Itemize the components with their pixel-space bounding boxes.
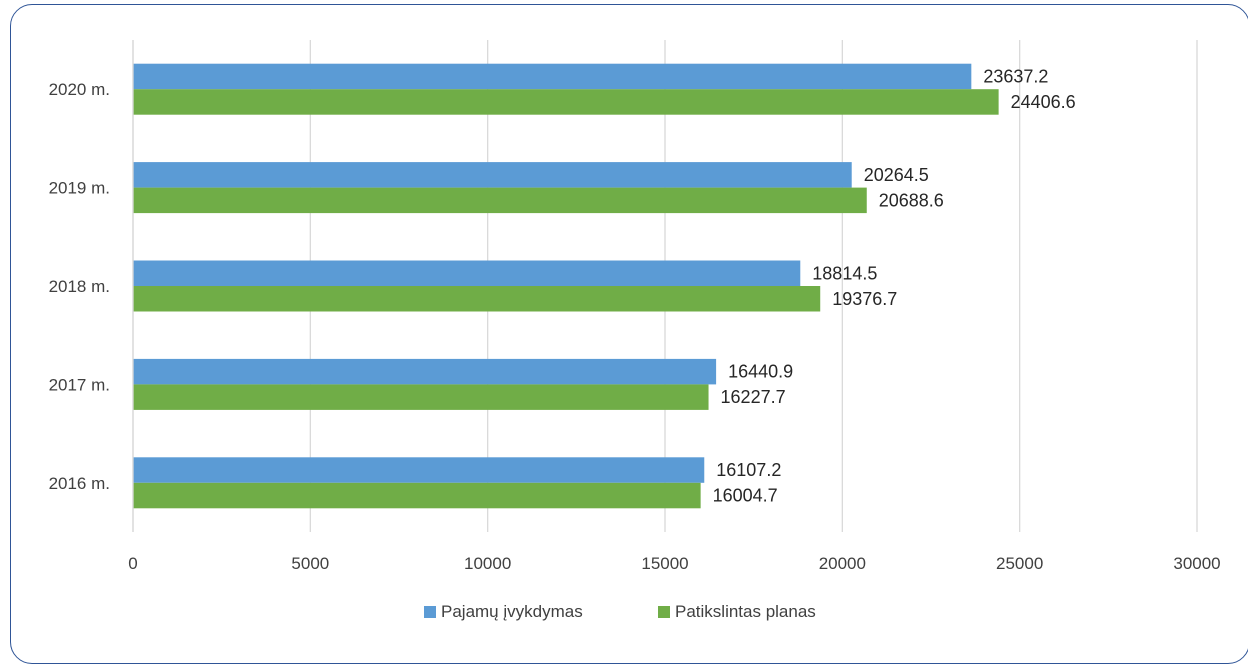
x-axis: 0 5000 10000 15000 20000 25000 30000 [128,554,1220,573]
data-label: 20264.5 [864,165,929,185]
y-tick-label: 2020 m. [49,80,110,99]
legend-swatch [424,606,436,618]
data-label: 16004.7 [713,486,778,506]
x-tick-label: 20000 [819,554,866,573]
legend-swatch [658,606,670,618]
legend-label: Patikslintas planas [675,602,816,621]
x-tick-label: 15000 [641,554,688,573]
bar [133,63,972,90]
x-tick-label: 0 [128,554,137,573]
data-label: 16107.2 [716,460,781,480]
data-label: 23637.2 [983,66,1048,86]
data-label: 19376.7 [832,289,897,309]
bars [133,63,999,509]
y-tick-label: 2016 m. [49,474,110,493]
data-labels: 16107.2 16004.7 16440.9 16227.7 18814.5 19376… [713,66,1076,505]
bar [133,384,709,410]
legend-label: Pajamų įvykdymas [441,602,583,621]
y-tick-label: 2018 m. [49,277,110,296]
bar [133,482,701,509]
bar [133,260,801,286]
x-tick-label: 10000 [464,554,511,573]
bar [133,358,717,385]
y-tick-label: 2017 m. [49,375,110,394]
bar-chart: 16107.2 16004.7 16440.9 16227.7 18814.5 19376… [49,40,1221,621]
data-label: 16227.7 [721,387,786,407]
bar [133,89,999,115]
x-tick-label: 25000 [996,554,1043,573]
x-tick-label: 5000 [291,554,329,573]
legend: Pajamų įvykdymas Patikslintas planas [424,602,816,621]
data-label: 18814.5 [812,263,877,283]
bar [133,457,705,483]
data-label: 24406.6 [1011,92,1076,112]
bar [133,187,867,214]
data-label: 20688.6 [879,190,944,210]
y-axis: 2016 m. 2017 m. 2018 m. 2019 m. 2020 m. [49,40,134,532]
x-tick-label: 30000 [1173,554,1220,573]
bar [133,286,821,312]
data-label: 16440.9 [728,362,793,382]
y-tick-label: 2019 m. [49,179,110,198]
bar [133,162,852,188]
